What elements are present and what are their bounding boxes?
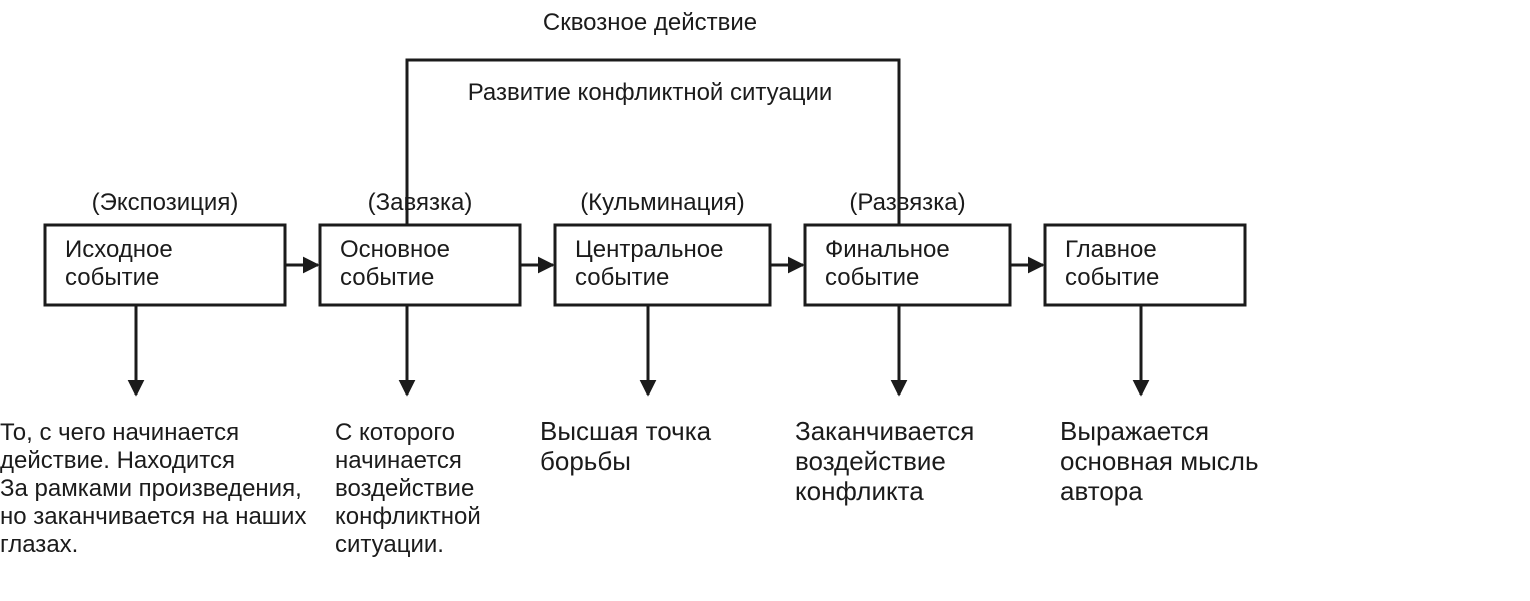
desc-inciting-line4: ситуации. [335, 531, 444, 558]
header-subtitle: Развитие конфликтной ситуации [468, 79, 833, 106]
desc-main-line1: основная мысль [1060, 446, 1259, 476]
desc-exposition-line4: глазах. [0, 531, 78, 558]
event-label-climax-line2: событие [575, 264, 669, 291]
desc-resolution-line1: воздействие [795, 446, 946, 476]
desc-inciting-line0: С которого [335, 419, 455, 446]
desc-exposition-line3: но заканчивается на наших [0, 503, 306, 530]
header-title: Сквозное действие [543, 9, 757, 36]
event-label-exposition-line2: событие [65, 264, 159, 291]
desc-exposition-line1: действие. Находится [0, 447, 235, 474]
desc-inciting-line2: воздействие [335, 475, 474, 502]
paren-label-resolution: (Развязка) [849, 189, 965, 216]
event-label-resolution-line1: Финальное [825, 236, 950, 263]
event-label-inciting-line2: событие [340, 264, 434, 291]
desc-main-line0: Выражается [1060, 416, 1209, 446]
desc-climax-line1: борьбы [540, 446, 631, 476]
desc-exposition-line2: За рамками произведения, [0, 475, 302, 502]
desc-climax-line0: Высшая точка [540, 416, 712, 446]
desc-resolution-line2: конфликта [795, 476, 924, 506]
desc-main-line2: автора [1060, 476, 1143, 506]
event-label-main-line1: Главное [1065, 236, 1157, 263]
event-label-main-line2: событие [1065, 264, 1159, 291]
desc-inciting-line1: начинается [335, 447, 462, 474]
event-label-exposition-line1: Исходное [65, 236, 173, 263]
desc-inciting-line3: конфликтной [335, 503, 481, 530]
paren-label-inciting: (Завязка) [368, 189, 473, 216]
event-label-inciting-line1: Основное [340, 236, 450, 263]
desc-resolution-line0: Заканчивается [795, 416, 974, 446]
event-label-resolution-line2: событие [825, 264, 919, 291]
event-label-climax-line1: Центральное [575, 236, 724, 263]
paren-label-climax: (Кульминация) [580, 189, 745, 216]
paren-label-exposition: (Экспозиция) [92, 189, 239, 216]
desc-exposition-line0: То, с чего начинается [0, 419, 239, 446]
